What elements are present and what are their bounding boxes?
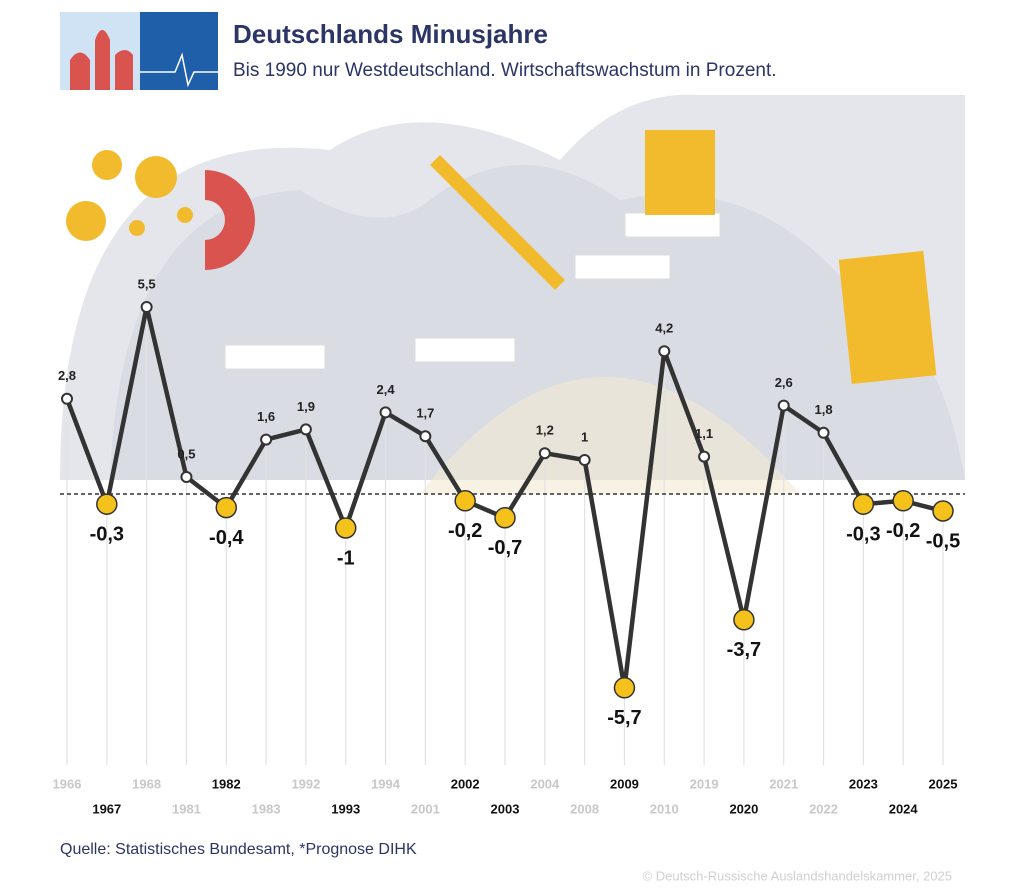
value-label: 1,1	[695, 426, 713, 441]
data-point	[892, 490, 914, 512]
value-label: 1,8	[815, 402, 833, 417]
value-label: -5,7	[607, 707, 641, 729]
chart-title: Deutschlands Minusjahre	[233, 19, 548, 49]
data-point	[852, 493, 875, 515]
value-label: -0,7	[488, 537, 522, 559]
value-label: 2,6	[775, 375, 793, 390]
value-label: 4,2	[655, 321, 673, 336]
data-point	[538, 447, 551, 460]
data-point	[932, 500, 954, 522]
x-tick-label: 1992	[291, 776, 320, 791]
data-point	[419, 430, 432, 443]
data-point	[698, 450, 711, 463]
value-label: 5,5	[138, 276, 156, 291]
x-tick-label: 1967	[92, 801, 121, 816]
x-tick-label: 1968	[132, 776, 161, 791]
x-tick-label: 1993	[331, 801, 360, 816]
data-point	[578, 454, 591, 466]
data-point	[140, 301, 153, 313]
x-tick-label: 2002	[451, 776, 480, 791]
x-tick-label: 1982	[212, 776, 241, 791]
value-label: 1	[581, 429, 588, 444]
data-point	[454, 490, 476, 512]
value-label: 2,4	[377, 382, 396, 397]
x-tick-label: 2025	[929, 776, 958, 791]
x-tick-label: 1983	[252, 801, 281, 816]
copyright: © Deutsch-Russische Auslandshandelskamme…	[643, 868, 952, 883]
x-tick-label: 1994	[371, 776, 401, 791]
x-tick-label: 2021	[769, 776, 798, 791]
data-point	[180, 471, 193, 483]
x-tick-label: 2020	[729, 801, 758, 816]
data-point	[379, 406, 392, 419]
value-label: -0,4	[209, 527, 244, 549]
value-label: -0,2	[448, 520, 482, 542]
x-tick-label: 2009	[610, 776, 639, 791]
value-label: -0,3	[846, 523, 880, 545]
x-tick-label: 2001	[411, 801, 440, 816]
source: Quelle: Statistisches Bundesamt, *Progno…	[60, 841, 417, 858]
x-tick-label: 2022	[809, 801, 838, 816]
data-point	[61, 392, 73, 405]
data-point	[260, 433, 273, 446]
value-label: 0,5	[177, 446, 195, 461]
logo	[60, 12, 218, 90]
x-tick-label: 2024	[889, 801, 919, 816]
value-label: -0,2	[886, 520, 920, 542]
data-point	[96, 493, 118, 515]
value-label: 2,8	[58, 368, 76, 383]
x-tick-label: 1981	[172, 801, 201, 816]
data-point	[299, 423, 312, 436]
x-tick-label: 2004	[530, 776, 560, 791]
value-label: 1,2	[536, 423, 554, 438]
x-tick-label: 2023	[849, 776, 878, 791]
value-label: -0,5	[926, 530, 960, 552]
data-point	[613, 677, 636, 699]
chart-subtitle: Bis 1990 nur Westdeutschland. Wirtschaft…	[233, 60, 777, 81]
data-point	[817, 426, 830, 439]
data-point	[215, 496, 238, 519]
value-label: 1,6	[257, 409, 275, 424]
value-label: -0,3	[90, 523, 124, 545]
data-point	[334, 517, 357, 539]
x-tick-label: 1966	[53, 776, 82, 791]
data-point	[658, 345, 671, 358]
x-tick-label: 2008	[570, 801, 599, 816]
x-tick-label: 2019	[690, 776, 719, 791]
x-tick-label: 2010	[650, 801, 679, 816]
value-label: -3,7	[727, 639, 761, 661]
x-tick-label: 2003	[491, 801, 520, 816]
value-label: 1,9	[297, 399, 315, 414]
value-label: 1,7	[416, 406, 434, 421]
value-label: -1	[337, 547, 355, 569]
data-point	[733, 609, 755, 631]
data-point	[494, 507, 516, 529]
data-point	[777, 399, 790, 412]
